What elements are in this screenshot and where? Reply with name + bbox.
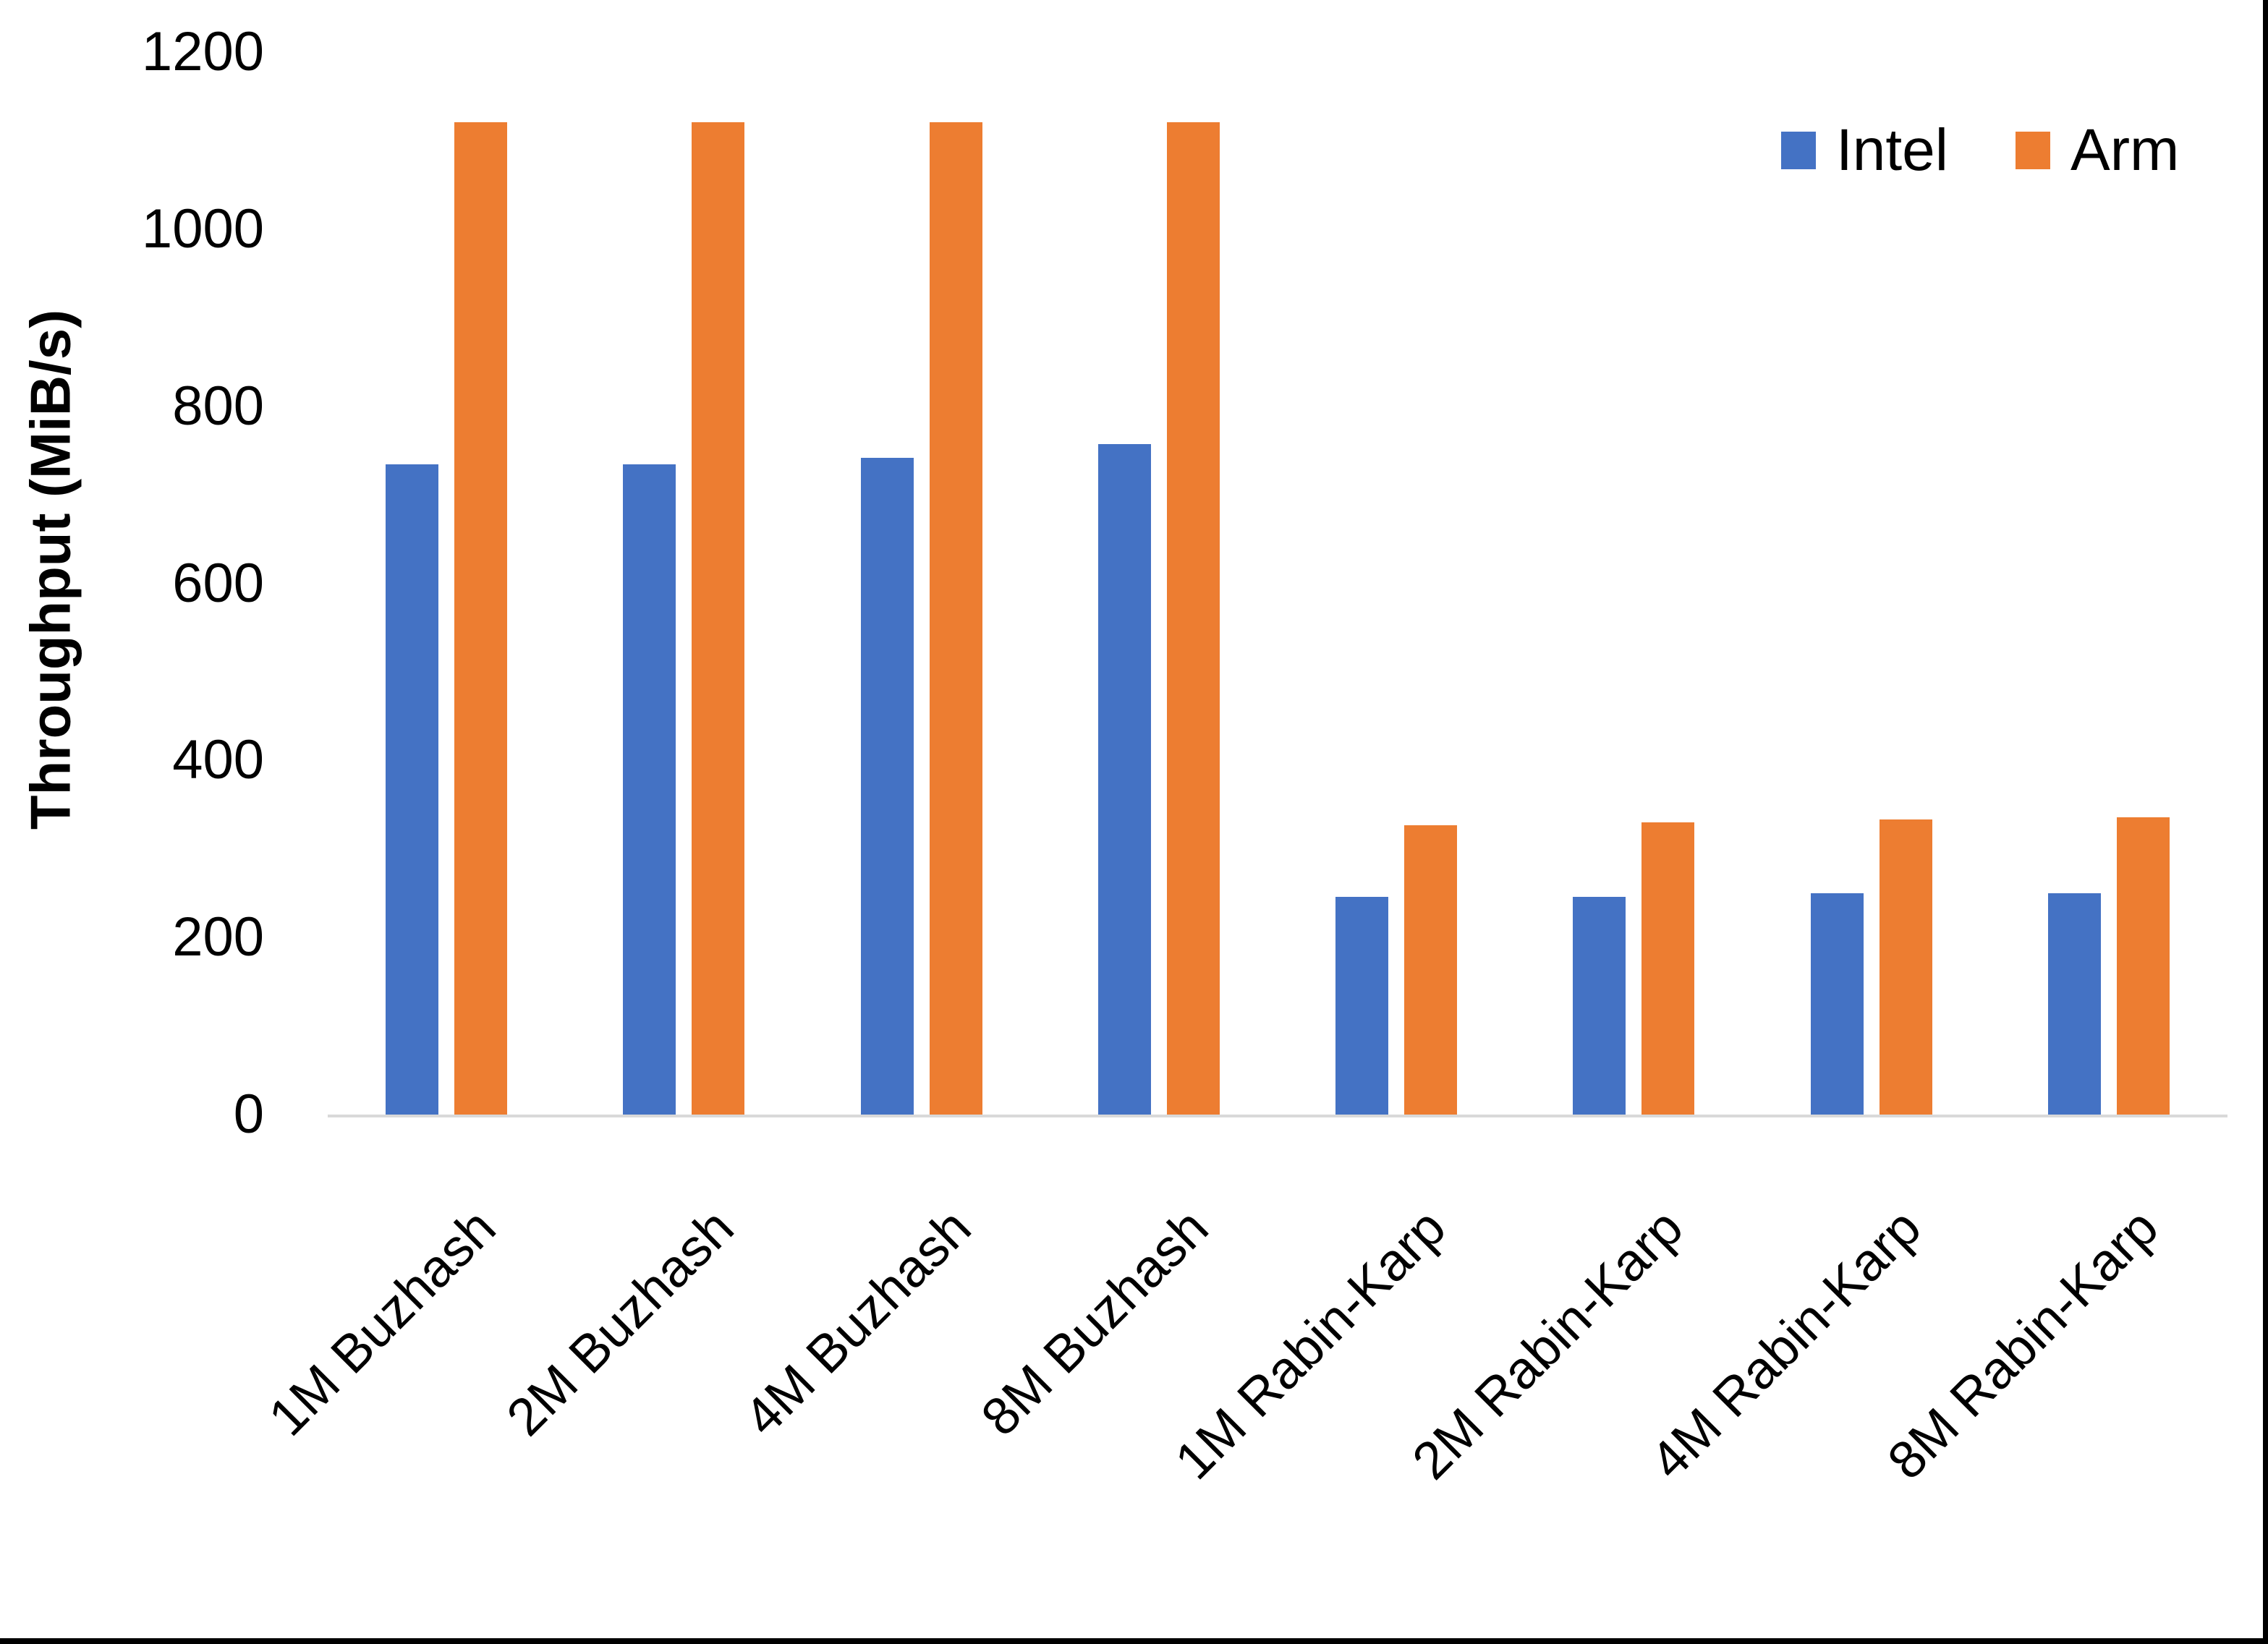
y-tick-0: 0 [233,1083,264,1145]
legend-item-arm: Arm [2016,117,2179,183]
bar-arm-8m-rabin-karp [2116,817,2170,1115]
bar-intel-8m-buzhash [1097,444,1151,1115]
bar-arm-4m-buzhash [929,122,982,1115]
bar-arm-2m-rabin-karp [1641,822,1695,1115]
y-tick-1200: 1200 [141,21,264,82]
bar-arm-1m-rabin-karp [1404,825,1458,1115]
x-label-2m-buzhash: 2M Buzhash [495,1198,745,1447]
bar-intel-1m-buzhash [386,464,439,1115]
x-axis-line [328,1115,2227,1117]
y-tick-600: 600 [172,552,264,614]
bar-intel-2m-buzhash [623,464,676,1115]
y-tick-800: 800 [172,375,264,437]
legend-item-intel: Intel [1781,117,1948,183]
y-tick-1000: 1000 [141,197,264,260]
arm-series-swatch [2016,132,2050,169]
bar-intel-1m-rabin-karp [1335,896,1389,1115]
y-tick-200: 200 [172,906,264,968]
x-label-4m-buzhash: 4M Buzhash [733,1198,982,1447]
bar-intel-2m-rabin-karp [1573,896,1626,1115]
bar-arm-4m-rabin-karp [1879,819,1932,1115]
bar-arm-1m-buzhash [454,122,508,1115]
bar-intel-8m-rabin-karp [2047,893,2101,1115]
intel-series-swatch [1781,132,1816,169]
bar-arm-8m-buzhash [1166,122,1220,1115]
legend-label-arm: Arm [2070,117,2180,183]
window-border-bottom [0,1638,2268,1644]
bar-arm-2m-buzhash [692,122,745,1115]
bar-intel-4m-rabin-karp [1810,893,1864,1115]
legend-label-intel: Intel [1836,117,1948,183]
x-label-8m-buzhash: 8M Buzhash [970,1198,1220,1447]
y-tick-400: 400 [172,729,264,791]
x-label-1m-buzhash: 1M Buzhash [258,1198,507,1447]
window-border-right [2263,0,2268,1644]
bar-intel-4m-buzhash [860,457,914,1115]
